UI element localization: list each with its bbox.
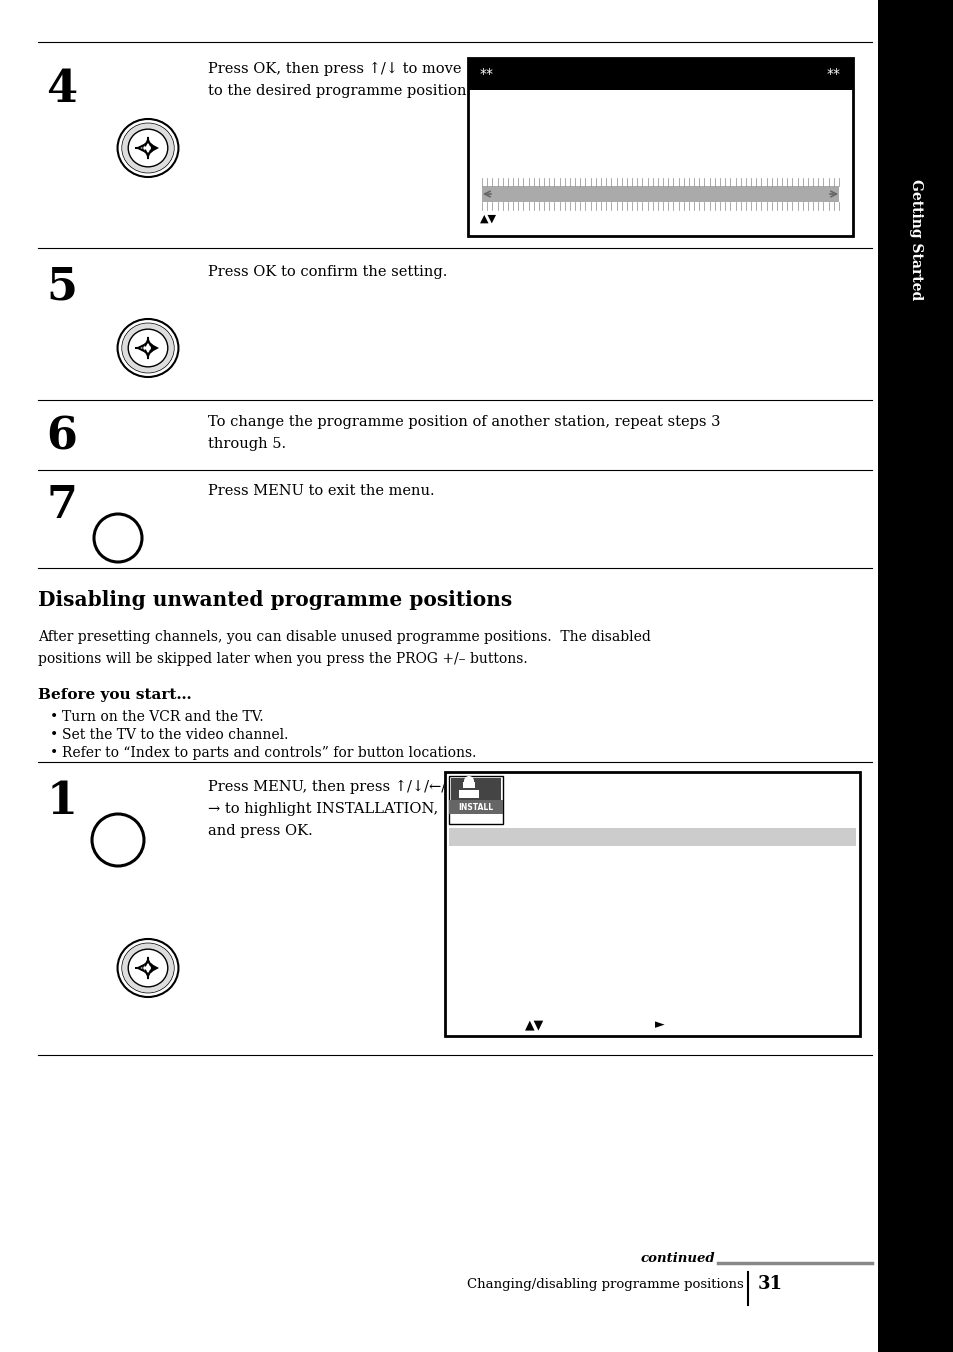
Bar <box>481 187 838 201</box>
Text: After presetting channels, you can disable unused programme positions.  The disa: After presetting channels, you can disab… <box>38 630 650 644</box>
Text: Press OK, then press ↑/↓ to move: Press OK, then press ↑/↓ to move <box>208 62 461 76</box>
Text: •: • <box>50 710 58 725</box>
Text: and press OK.: and press OK. <box>208 823 313 838</box>
Circle shape <box>143 143 153 153</box>
Bar <box>449 827 855 846</box>
Bar <box>451 777 500 800</box>
Ellipse shape <box>122 123 173 173</box>
Circle shape <box>143 343 153 353</box>
Polygon shape <box>151 343 159 353</box>
Text: 31: 31 <box>758 1275 782 1293</box>
Text: •: • <box>50 746 58 760</box>
Bar <box>449 776 502 823</box>
Text: 1: 1 <box>47 780 77 823</box>
Text: → to highlight INSTALLATION,: → to highlight INSTALLATION, <box>208 802 437 817</box>
Text: Changing/disabling programme positions: Changing/disabling programme positions <box>467 1278 743 1291</box>
Text: Press MENU to exit the menu.: Press MENU to exit the menu. <box>208 484 435 498</box>
Text: ▲▼: ▲▼ <box>479 214 497 224</box>
Text: INSTALL: INSTALL <box>458 803 493 811</box>
Circle shape <box>463 776 474 786</box>
Text: •: • <box>50 727 58 742</box>
Bar <box>468 58 852 237</box>
Ellipse shape <box>128 949 168 987</box>
Text: Refer to “Index to parts and controls” for button locations.: Refer to “Index to parts and controls” f… <box>62 746 476 760</box>
Text: To change the programme position of another station, repeat steps 3: To change the programme position of anot… <box>208 415 720 429</box>
Text: positions will be skipped later when you press the PROG +/– buttons.: positions will be skipped later when you… <box>38 652 527 667</box>
Text: Before you start…: Before you start… <box>38 688 192 702</box>
Text: through 5.: through 5. <box>208 437 286 452</box>
Polygon shape <box>151 143 159 153</box>
Text: ►: ► <box>655 1018 664 1032</box>
Bar <box>468 58 852 91</box>
Text: Press MENU, then press ↑/↓/←/: Press MENU, then press ↑/↓/←/ <box>208 780 446 794</box>
Ellipse shape <box>128 130 168 166</box>
Circle shape <box>143 963 153 973</box>
Polygon shape <box>151 964 159 972</box>
Text: 6: 6 <box>47 415 77 458</box>
Ellipse shape <box>122 323 173 373</box>
Text: Turn on the VCR and the TV.: Turn on the VCR and the TV. <box>62 710 263 725</box>
Text: Press OK to confirm the setting.: Press OK to confirm the setting. <box>208 265 447 279</box>
Text: 7: 7 <box>47 484 77 527</box>
Text: Disabling unwanted programme positions: Disabling unwanted programme positions <box>38 589 512 610</box>
Text: to the desired programme position.: to the desired programme position. <box>208 84 471 97</box>
Text: Set the TV to the video channel.: Set the TV to the video channel. <box>62 727 288 742</box>
Text: **: ** <box>826 68 841 81</box>
Text: ▲▼: ▲▼ <box>524 1018 543 1032</box>
Bar <box>449 800 502 814</box>
Ellipse shape <box>128 329 168 366</box>
Bar <box>444 772 859 1036</box>
Ellipse shape <box>122 944 173 992</box>
Bar <box>458 790 478 798</box>
Bar <box>877 0 953 1352</box>
Text: continued: continued <box>639 1252 714 1265</box>
Text: 5: 5 <box>47 265 77 308</box>
Bar <box>462 781 475 788</box>
Text: Getting Started: Getting Started <box>908 180 923 300</box>
Text: **: ** <box>479 68 494 81</box>
Text: 4: 4 <box>47 68 77 111</box>
